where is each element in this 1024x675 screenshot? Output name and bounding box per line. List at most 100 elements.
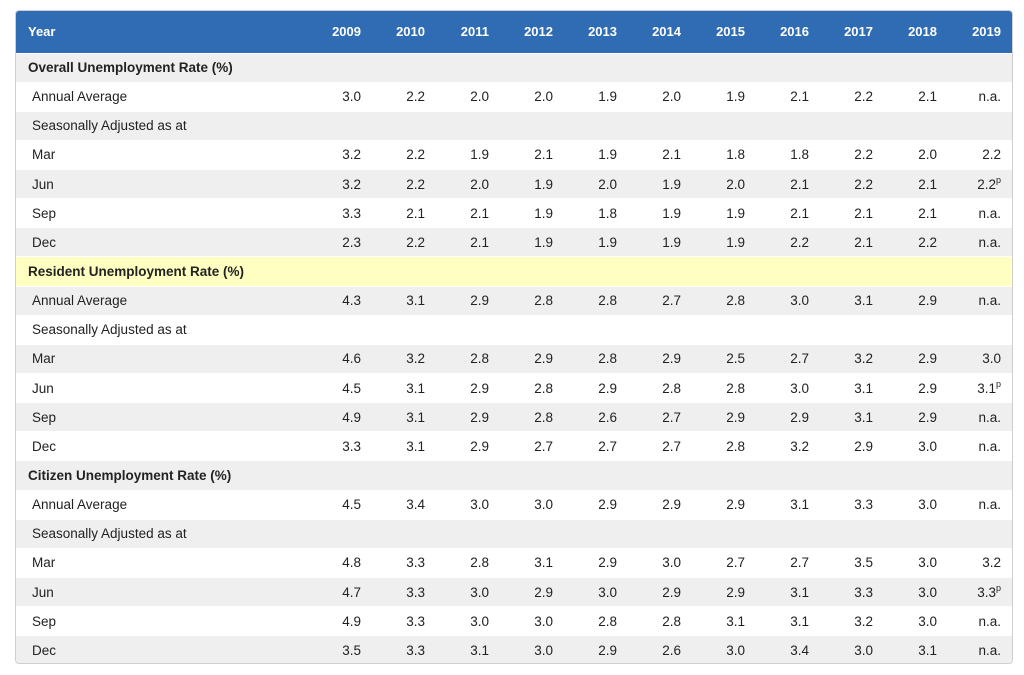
cell-value: 2.3 bbox=[342, 234, 361, 250]
cell-2016: 2.9 bbox=[756, 402, 820, 432]
cell-2013: 2.9 bbox=[564, 373, 628, 403]
cell-2015: 2.9 bbox=[692, 577, 756, 607]
table-row: Sep 4.9 3.3 3.0 3.0 2.8 2.8 3.1 3.1 3.2 3.0 n.a. bbox=[16, 606, 1012, 636]
cell-2014: 2.8 bbox=[628, 606, 692, 636]
cell-2010: 3.4 bbox=[372, 489, 436, 520]
cell-2018: 2.2 bbox=[884, 227, 948, 257]
row-label: Seasonally Adjusted as at bbox=[16, 314, 1012, 345]
table-row: Mar 3.2 2.2 1.9 2.1 1.9 2.1 1.8 1.8 2.2 2.0 2.2 bbox=[16, 139, 1012, 170]
cell-2011: 2.0 bbox=[436, 81, 500, 112]
cell-value: 1.8 bbox=[790, 147, 809, 163]
cell-value: 2.6 bbox=[662, 643, 681, 659]
cell-2015: 2.5 bbox=[692, 343, 756, 374]
cell-2012: 2.9 bbox=[500, 577, 564, 607]
cell-value: 3.0 bbox=[662, 555, 681, 571]
cell-value: 2.1 bbox=[406, 205, 425, 221]
row-label: Sep bbox=[16, 198, 308, 228]
cell-2013: 1.9 bbox=[564, 81, 628, 112]
table-row: Sep 4.9 3.1 2.9 2.8 2.6 2.7 2.9 2.9 3.1 2.9 n.a. bbox=[16, 402, 1012, 432]
cell-value: 3.0 bbox=[534, 613, 553, 629]
cell-2011: 3.0 bbox=[436, 489, 500, 520]
cell-value: 3.0 bbox=[534, 643, 553, 659]
cell-value: 2.8 bbox=[726, 438, 745, 454]
cell-value: n.a. bbox=[978, 497, 1001, 513]
cell-2014: 2.7 bbox=[628, 402, 692, 432]
cell-2018: 3.0 bbox=[884, 431, 948, 461]
cell-value: 2.6 bbox=[598, 409, 617, 425]
cell-value: 2.1 bbox=[854, 205, 873, 221]
cell-value: 3.0 bbox=[918, 497, 937, 513]
cell-2009: 4.8 bbox=[308, 547, 372, 578]
cell-value: 2.7 bbox=[534, 438, 553, 454]
cell-2015: 2.0 bbox=[692, 169, 756, 199]
table-row: Jun 4.5 3.1 2.9 2.8 2.9 2.8 2.8 3.0 3.1 2.9 3.1p bbox=[16, 373, 1012, 403]
cell-2015: 1.9 bbox=[692, 227, 756, 257]
cell-2011: 3.0 bbox=[436, 606, 500, 636]
cell-value: 2.1 bbox=[790, 176, 809, 192]
cell-2017: 2.2 bbox=[820, 139, 884, 170]
cell-2011: 1.9 bbox=[436, 139, 500, 170]
cell-2012: 2.8 bbox=[500, 373, 564, 403]
cell-2019: 2.2p bbox=[948, 169, 1012, 199]
cell-2015: 3.1 bbox=[692, 606, 756, 636]
cell-2014: 1.9 bbox=[628, 169, 692, 199]
row-label: Mar bbox=[16, 547, 308, 578]
cell-2019: n.a. bbox=[948, 489, 1012, 520]
section-title: Overall Unemployment Rate (%) bbox=[16, 52, 1012, 83]
cell-2015: 2.8 bbox=[692, 285, 756, 316]
cell-value: 4.7 bbox=[342, 584, 361, 600]
table-row: Annual Average 3.0 2.2 2.0 2.0 1.9 2.0 1.9 2.1 2.… bbox=[16, 81, 1012, 112]
cell-2013: 2.6 bbox=[564, 402, 628, 432]
cell-value: 2.9 bbox=[662, 584, 681, 600]
cell-value: 1.9 bbox=[598, 147, 617, 163]
cell-2010: 2.2 bbox=[372, 81, 436, 112]
cell-value: 3.0 bbox=[918, 438, 937, 454]
cell-value: 4.8 bbox=[342, 555, 361, 571]
table-row: Jun 3.2 2.2 2.0 1.9 2.0 1.9 2.0 2.1 2.2 2.1 2.2p bbox=[16, 169, 1012, 199]
cell-2009: 2.3 bbox=[308, 227, 372, 257]
row-label: Dec bbox=[16, 227, 308, 257]
cell-value: 3.0 bbox=[598, 584, 617, 600]
table-row: Annual Average 4.3 3.1 2.9 2.8 2.8 2.7 2.8 3.0 3.… bbox=[16, 285, 1012, 316]
cell-value: 2.1 bbox=[662, 147, 681, 163]
cell-2016: 3.1 bbox=[756, 606, 820, 636]
cell-2014: 2.0 bbox=[628, 81, 692, 112]
cell-2014: 2.8 bbox=[628, 373, 692, 403]
cell-value: 2.7 bbox=[790, 351, 809, 367]
cell-value: 2.1 bbox=[790, 205, 809, 221]
row-label: Mar bbox=[16, 343, 308, 374]
cell-2018: 2.9 bbox=[884, 285, 948, 316]
header-year-2015: 2015 bbox=[716, 24, 745, 40]
cell-value: 4.6 bbox=[342, 351, 361, 367]
cell-2011: 3.0 bbox=[436, 577, 500, 607]
cell-2017: 2.1 bbox=[820, 198, 884, 228]
cell-value: 2.0 bbox=[534, 89, 553, 105]
header-year-2014: 2014 bbox=[652, 24, 681, 40]
cell-2011: 2.9 bbox=[436, 431, 500, 461]
row-label: Jun bbox=[16, 373, 308, 403]
cell-2018: 2.1 bbox=[884, 169, 948, 199]
cell-value: 2.2 bbox=[854, 176, 873, 192]
cell-2013: 1.8 bbox=[564, 198, 628, 228]
cell-2017: 3.5 bbox=[820, 547, 884, 578]
cell-2015: 2.8 bbox=[692, 373, 756, 403]
cell-2017: 3.3 bbox=[820, 577, 884, 607]
cell-2016: 2.1 bbox=[756, 81, 820, 112]
header-year-2009: 2009 bbox=[332, 24, 361, 40]
cell-2016: 3.1 bbox=[756, 489, 820, 520]
cell-2015: 2.9 bbox=[692, 489, 756, 520]
cell-value: 2.8 bbox=[534, 380, 553, 396]
cell-value: 3.1 bbox=[977, 380, 996, 396]
cell-2009: 3.5 bbox=[308, 635, 372, 663]
cell-value: 3.1 bbox=[534, 555, 553, 571]
cell-value: 3.5 bbox=[342, 643, 361, 659]
cell-value: 2.0 bbox=[470, 89, 489, 105]
cell-2016: 3.0 bbox=[756, 285, 820, 316]
cell-2014: 2.7 bbox=[628, 431, 692, 461]
cell-value: 2.9 bbox=[598, 380, 617, 396]
cell-2012: 3.0 bbox=[500, 489, 564, 520]
cell-value: 2.8 bbox=[534, 409, 553, 425]
cell-2012: 2.7 bbox=[500, 431, 564, 461]
cell-value: 3.1 bbox=[406, 438, 425, 454]
cell-value: 2.1 bbox=[470, 205, 489, 221]
